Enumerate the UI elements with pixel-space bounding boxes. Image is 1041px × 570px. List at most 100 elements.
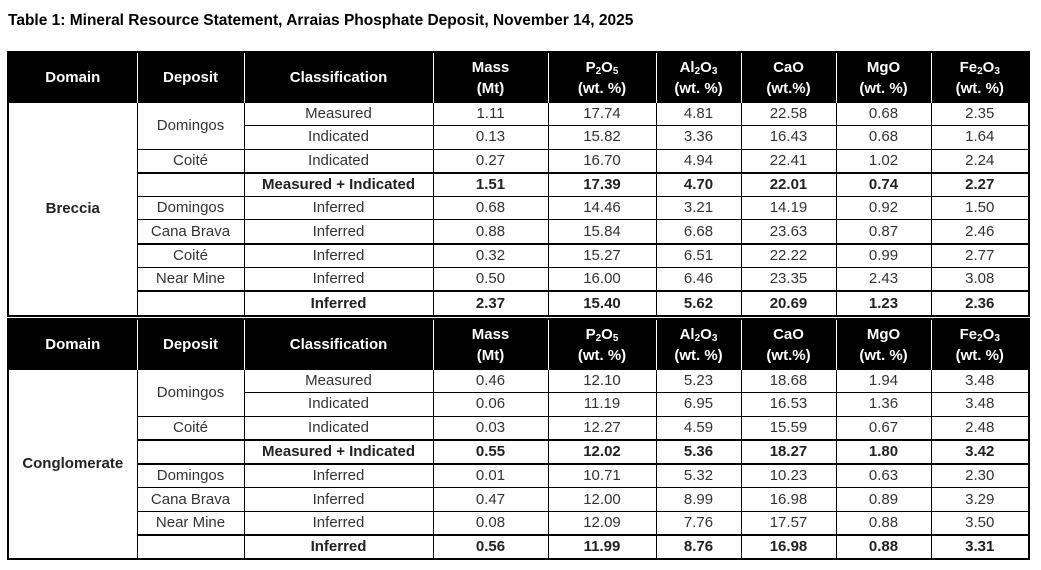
p2o5-cell: 12.10 xyxy=(547,368,657,394)
fe2o3-cell: 2.30 xyxy=(930,463,1030,489)
formula-subscript: 2 xyxy=(977,65,983,77)
classification-cell: Inferred xyxy=(243,463,434,489)
deposit-cell: Near Mine xyxy=(136,267,245,292)
table-row: Domingos Inferred 0.01 10.71 5.32 10.23 0.63 2.… xyxy=(8,463,1030,489)
header-unit: (wt. %) xyxy=(955,79,1004,97)
cao-cell: 18.68 xyxy=(740,368,837,394)
cao-cell: 16.43 xyxy=(740,125,837,150)
classification-cell: Inferred xyxy=(243,290,434,317)
fe2o3-cell: 1.50 xyxy=(930,196,1030,221)
al2o3-cell: 4.59 xyxy=(655,415,742,441)
header-label: Classification xyxy=(289,336,388,353)
column-header: CaO (wt.%) xyxy=(740,319,836,370)
mass-cell: 0.47 xyxy=(432,487,549,512)
al2o3-cell: 3.21 xyxy=(655,196,742,221)
header-formula: Fe2O3 xyxy=(932,57,1029,78)
formula-subscript: 2 xyxy=(694,332,701,344)
cao-cell: 22.01 xyxy=(740,171,837,198)
formula-part: Fe xyxy=(959,58,978,76)
formula-subscript: 2 xyxy=(595,332,602,344)
column-header: Domain xyxy=(8,52,137,103)
header-label: Mass xyxy=(471,58,510,76)
formula-subscript: 2 xyxy=(977,332,983,344)
table-row: Breccia Domingos Measured 1.11 17.74 4.81 22.5… xyxy=(7,101,1030,317)
header-formula: Al2O3 xyxy=(657,57,741,78)
mass-cell: 2.37 xyxy=(432,290,549,317)
p2o5-cell: 15.82 xyxy=(547,125,657,150)
p2o5-cell: 12.27 xyxy=(547,415,657,441)
classification-cell: Measured + Indicated xyxy=(243,438,434,465)
table-row: Indicated 0.06 11.19 6.95 16.53 1.36 3.48 xyxy=(8,392,1030,417)
formula-subscript: 2 xyxy=(595,65,602,77)
table-row: Conglomerate Domingos Measured 0.46 12.10 5.2… xyxy=(7,368,1030,560)
breccia-resource-table: Domain Deposit Classification Mass (Mt) P2O5(… xyxy=(7,51,1030,317)
header-unit: (wt. %) xyxy=(674,346,723,364)
deposit-cell: Coité xyxy=(136,148,245,174)
table-row: Domingos Inferred 0.68 14.46 3.21 14.19 0.92 1.… xyxy=(8,196,1030,221)
fe2o3-cell: 2.27 xyxy=(930,171,1030,198)
deposit-cell: Domingos xyxy=(136,102,245,150)
mass-cell: 0.03 xyxy=(432,415,549,441)
classification-cell: Inferred xyxy=(243,242,434,269)
header-label: Classification xyxy=(289,69,388,86)
subtotal-row: Measured + Indicated 1.51 17.39 4.70 22.01 0.… xyxy=(8,171,1030,198)
al2o3-cell: 7.76 xyxy=(655,510,742,536)
column-header: Classification xyxy=(243,52,433,103)
deposit-cell: Cana Brava xyxy=(136,487,245,512)
header-label: CaO xyxy=(773,325,804,343)
fe2o3-cell: 2.48 xyxy=(930,415,1030,441)
al2o3-cell: 5.62 xyxy=(655,290,742,317)
fe2o3-cell: 3.42 xyxy=(930,438,1030,465)
conglomerate-resource-table: Domain Deposit Classification Mass (Mt) P2O5(… xyxy=(7,318,1030,561)
table-row: Coité Indicated 0.27 16.70 4.94 22.41 1.02 2.24 xyxy=(8,148,1030,174)
header-label: MgO xyxy=(866,325,901,343)
p2o5-cell: 15.27 xyxy=(547,242,657,269)
mgo-cell: 1.94 xyxy=(835,368,932,394)
al2o3-cell: 6.95 xyxy=(655,392,742,417)
header-label: Domain xyxy=(45,69,101,86)
column-header: Al2O3 (wt. %) xyxy=(655,52,741,103)
header-unit: (wt. %) xyxy=(674,79,723,97)
mass-cell: 0.06 xyxy=(432,392,549,417)
header-label: Deposit xyxy=(162,69,218,86)
formula-part: O xyxy=(982,58,995,76)
header-label: MgO xyxy=(866,58,901,76)
header-unit: (wt.%) xyxy=(766,346,811,364)
cao-cell: 10.23 xyxy=(740,463,837,489)
cao-cell: 20.69 xyxy=(740,290,837,317)
al2o3-cell: 4.81 xyxy=(655,101,742,127)
cao-cell: 22.22 xyxy=(740,242,837,269)
header-unit: (wt. %) xyxy=(859,79,908,97)
column-header: P2O5 (wt. %) xyxy=(547,52,656,103)
fe2o3-cell: 3.31 xyxy=(930,534,1030,560)
mgo-cell: 1.23 xyxy=(835,290,932,317)
deposit-cell xyxy=(136,438,245,465)
header-unit: (wt.%) xyxy=(766,79,811,97)
column-header: MgO (wt. %) xyxy=(835,319,931,370)
formula-part: O xyxy=(700,325,712,343)
p2o5-cell: 11.19 xyxy=(547,392,657,417)
column-header: CaO (wt.%) xyxy=(740,52,836,103)
mgo-cell: 0.88 xyxy=(835,534,932,560)
column-header: Fe2O3 (wt. %) xyxy=(930,319,1029,370)
formula-part: P xyxy=(585,58,596,76)
p2o5-cell: 16.70 xyxy=(547,148,657,174)
table-row: Near Mine Inferred 0.50 16.00 6.46 23.35 2.43 3… xyxy=(8,267,1030,292)
header-label: Deposit xyxy=(162,336,218,353)
al2o3-cell: 4.94 xyxy=(655,148,742,174)
al2o3-cell: 4.70 xyxy=(655,171,742,198)
cao-cell: 23.63 xyxy=(740,219,837,245)
header-label: CaO xyxy=(773,58,804,76)
header-unit: (Mt) xyxy=(476,346,505,364)
fe2o3-cell: 3.50 xyxy=(930,510,1030,536)
header-formula: Fe2O3 xyxy=(932,324,1029,345)
formula-part: P xyxy=(585,325,596,343)
formula-subscript: 5 xyxy=(612,65,619,77)
classification-cell: Inferred xyxy=(243,487,434,512)
classification-cell: Inferred xyxy=(243,534,434,560)
mass-cell: 1.51 xyxy=(432,171,549,198)
header-formula: P2O5 xyxy=(549,324,656,345)
p2o5-cell: 12.09 xyxy=(547,510,657,536)
classification-cell: Measured + Indicated xyxy=(243,171,434,198)
mass-cell: 0.08 xyxy=(432,510,549,536)
